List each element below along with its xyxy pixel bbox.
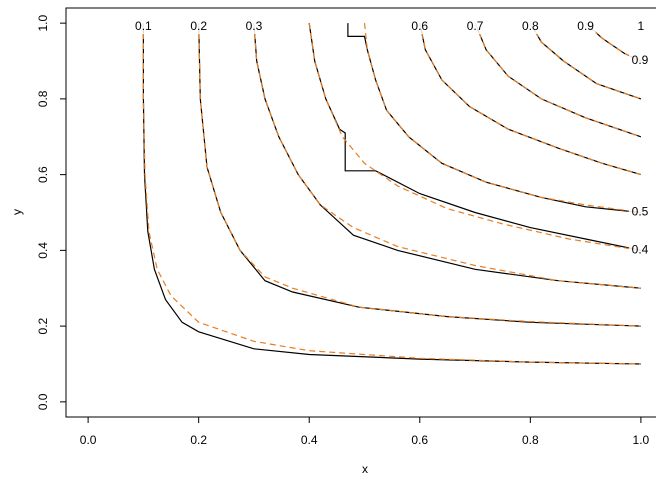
contour-line: [529, 22, 642, 100]
label-backdrop: [243, 20, 264, 34]
x-tick-label: 0.0: [80, 433, 97, 447]
contour-line: [474, 22, 642, 138]
x-axis-label: x: [362, 462, 368, 476]
contour-label: 0.8: [522, 19, 539, 33]
contour-label: 0.9: [632, 53, 649, 67]
contour-label: 0.4: [632, 243, 649, 257]
x-tick-label: 0.4: [301, 433, 318, 447]
y-axis-label: y: [10, 209, 24, 215]
contour-label: 0.2: [190, 19, 207, 33]
label-backdrop: [629, 243, 651, 258]
y-tick-label: 0.8: [36, 90, 50, 107]
label-backdrop: [629, 205, 651, 220]
plot-frame: [65, 7, 656, 418]
label-backdrop: [409, 20, 430, 34]
y-tick-label: 0.0: [36, 393, 50, 410]
y-tick-label: 0.2: [36, 317, 50, 334]
contour-line: [419, 22, 642, 176]
contour-line: [198, 23, 641, 327]
y-tick-label: 0.4: [36, 242, 50, 259]
label-backdrop: [465, 20, 486, 34]
x-tick-label: 1.0: [633, 433, 650, 447]
contour-line: [419, 22, 642, 176]
contour-label: 1: [638, 19, 645, 33]
y-tick-label: 1.0: [36, 14, 50, 31]
contour-label: 0.6: [411, 19, 428, 33]
x-tick-label: 0.8: [522, 433, 539, 447]
contour-line: [529, 22, 642, 100]
contour-label: 0.1: [135, 19, 152, 33]
contour-line: [142, 23, 641, 365]
contour-line: [142, 23, 641, 365]
contour-line: [308, 23, 642, 251]
contour-line: [308, 23, 641, 251]
contour-label: 0.5: [632, 205, 649, 219]
contour-label: 0.7: [467, 19, 484, 33]
contour-label: 0.3: [246, 19, 263, 33]
label-backdrop: [520, 20, 541, 34]
contour-line: [253, 23, 641, 289]
label-backdrop: [133, 20, 154, 34]
contour-label: 0.9: [577, 19, 594, 33]
label-backdrop: [630, 20, 651, 34]
label-backdrop: [188, 20, 209, 34]
y-tick-label: 0.6: [36, 166, 50, 183]
contour-line: [363, 23, 641, 214]
contour-line: [474, 22, 642, 138]
x-tick-label: 0.6: [411, 433, 428, 447]
label-backdrop: [629, 54, 651, 69]
contour-line: [253, 23, 641, 289]
x-tick-label: 0.2: [190, 433, 207, 447]
label-backdrop: [575, 20, 596, 34]
